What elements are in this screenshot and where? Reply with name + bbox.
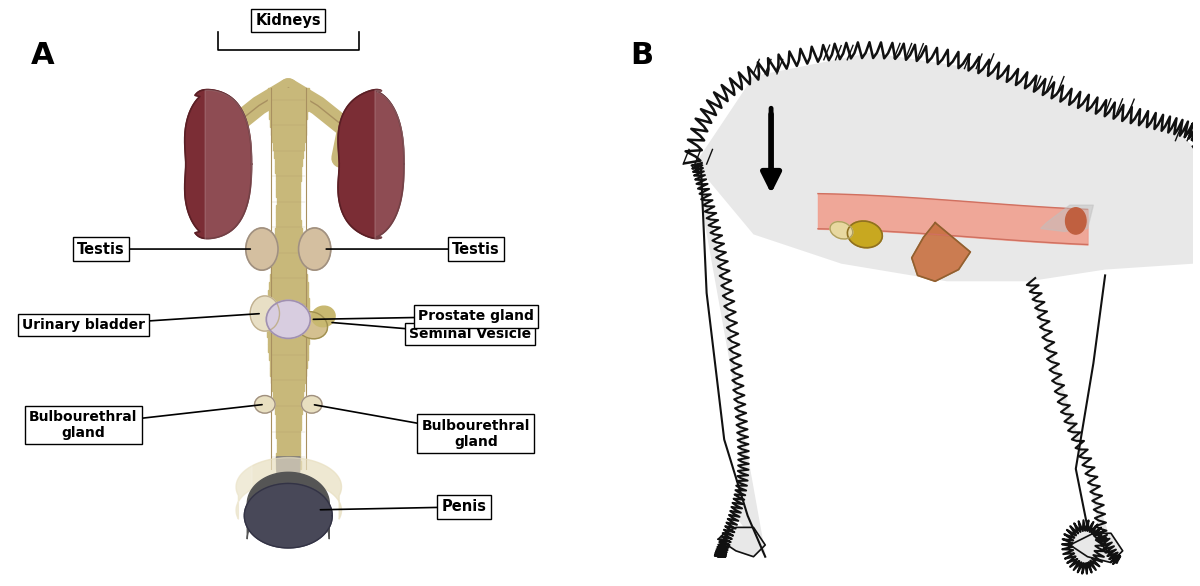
Ellipse shape	[312, 306, 335, 327]
Text: Penis: Penis	[442, 499, 486, 515]
Polygon shape	[269, 282, 307, 290]
Polygon shape	[268, 88, 310, 96]
Polygon shape	[276, 212, 300, 220]
Polygon shape	[268, 96, 308, 104]
Polygon shape	[270, 360, 307, 368]
Polygon shape	[276, 438, 300, 445]
Polygon shape	[245, 483, 332, 548]
Polygon shape	[275, 166, 301, 173]
Polygon shape	[272, 142, 304, 150]
Polygon shape	[1040, 205, 1093, 231]
Polygon shape	[268, 321, 310, 329]
Polygon shape	[695, 53, 1193, 281]
Polygon shape	[275, 228, 301, 236]
Polygon shape	[268, 298, 308, 305]
Polygon shape	[276, 453, 300, 461]
Ellipse shape	[830, 222, 853, 239]
Polygon shape	[271, 127, 306, 135]
Polygon shape	[247, 472, 329, 539]
Ellipse shape	[266, 300, 311, 339]
Polygon shape	[271, 376, 305, 383]
Ellipse shape	[847, 221, 882, 248]
Polygon shape	[269, 290, 308, 298]
Polygon shape	[1028, 281, 1117, 563]
Polygon shape	[276, 457, 300, 510]
Polygon shape	[271, 259, 305, 267]
Ellipse shape	[296, 312, 328, 339]
Polygon shape	[276, 181, 300, 189]
Text: Bulbourethral
gland: Bulbourethral gland	[421, 418, 530, 449]
Polygon shape	[276, 422, 300, 430]
Polygon shape	[270, 119, 306, 127]
Ellipse shape	[246, 228, 278, 270]
Ellipse shape	[1066, 208, 1086, 234]
Polygon shape	[276, 189, 300, 197]
Polygon shape	[272, 251, 304, 259]
Ellipse shape	[301, 396, 322, 413]
Polygon shape	[272, 383, 305, 391]
Polygon shape	[695, 164, 766, 557]
Polygon shape	[275, 236, 302, 243]
Polygon shape	[1070, 533, 1123, 563]
Text: A: A	[30, 41, 54, 70]
Polygon shape	[276, 461, 301, 469]
Polygon shape	[268, 305, 310, 314]
Polygon shape	[274, 150, 302, 158]
Polygon shape	[269, 111, 307, 119]
Polygon shape	[275, 158, 302, 166]
Polygon shape	[269, 104, 308, 111]
Text: Kidneys: Kidneys	[256, 13, 322, 28]
Ellipse shape	[250, 296, 280, 331]
Text: Testis: Testis	[452, 241, 499, 257]
Polygon shape	[276, 430, 300, 438]
Ellipse shape	[254, 396, 275, 413]
Polygon shape	[185, 90, 252, 239]
Polygon shape	[276, 173, 301, 181]
Polygon shape	[719, 527, 766, 557]
Polygon shape	[276, 205, 300, 212]
Polygon shape	[274, 243, 304, 251]
Polygon shape	[276, 414, 301, 422]
Polygon shape	[271, 267, 306, 274]
Polygon shape	[272, 135, 305, 142]
Polygon shape	[276, 197, 300, 205]
Polygon shape	[268, 329, 310, 336]
Polygon shape	[270, 274, 307, 282]
Text: Prostate gland: Prostate gland	[418, 309, 534, 323]
Polygon shape	[274, 391, 304, 399]
Polygon shape	[275, 407, 301, 414]
Text: Testis: Testis	[77, 241, 125, 257]
Polygon shape	[276, 220, 301, 228]
Polygon shape	[274, 399, 302, 407]
Ellipse shape	[299, 228, 331, 270]
Polygon shape	[268, 345, 308, 352]
Polygon shape	[276, 445, 300, 453]
Polygon shape	[269, 352, 307, 360]
Text: Bulbourethral
gland: Bulbourethral gland	[29, 410, 137, 440]
Polygon shape	[270, 368, 306, 376]
Polygon shape	[912, 223, 971, 281]
Polygon shape	[338, 90, 404, 239]
Polygon shape	[268, 314, 310, 321]
Text: Seminal Vesicle: Seminal Vesicle	[409, 327, 532, 341]
Polygon shape	[268, 336, 308, 345]
Text: Urinary bladder: Urinary bladder	[22, 318, 145, 332]
Text: B: B	[630, 41, 654, 70]
